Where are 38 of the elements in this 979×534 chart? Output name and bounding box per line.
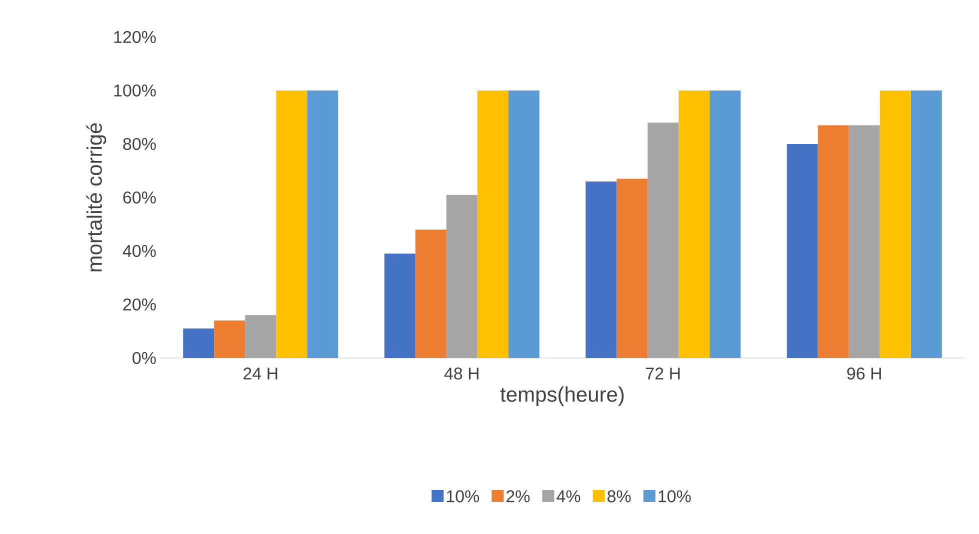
bar xyxy=(245,315,276,358)
y-tick-label: 60% xyxy=(123,191,156,204)
bar xyxy=(710,90,741,358)
x-tick-label: 96 H xyxy=(847,368,881,380)
legend-label: 4% xyxy=(556,490,580,502)
y-tick-label: 40% xyxy=(122,244,156,258)
bar xyxy=(678,90,710,358)
bar xyxy=(214,320,246,358)
legend-label: 2% xyxy=(506,490,530,502)
y-tick-label: 0% xyxy=(132,352,156,364)
x-tick-label: 48 H xyxy=(444,368,478,380)
bar xyxy=(276,90,308,358)
y-axis-title: mortalité corrigé xyxy=(86,123,106,272)
legend-label: 10% xyxy=(658,490,691,502)
bar xyxy=(880,90,911,358)
bar xyxy=(183,328,214,358)
bar xyxy=(477,90,508,358)
x-axis-title: temps(heure) xyxy=(500,386,624,406)
y-tick-label: 80% xyxy=(123,138,156,150)
x-tick-label: 72 H xyxy=(646,368,680,380)
bar xyxy=(446,194,478,358)
y-tick-label: 120% xyxy=(114,30,156,44)
y-tick-label: 100% xyxy=(114,84,156,97)
legend-label: 10% xyxy=(446,490,480,502)
y-tick-label: 20% xyxy=(123,298,156,311)
bar xyxy=(616,178,648,358)
bar xyxy=(818,125,849,358)
bar xyxy=(848,125,880,358)
bar xyxy=(586,181,617,358)
bar xyxy=(415,230,446,358)
bar xyxy=(307,90,338,358)
bar xyxy=(910,90,942,358)
bar xyxy=(648,122,679,358)
x-tick-label: 24 H xyxy=(244,368,278,380)
legend-label: 8% xyxy=(608,490,631,502)
bar xyxy=(384,254,416,358)
bar xyxy=(508,90,540,358)
bar xyxy=(786,144,818,358)
